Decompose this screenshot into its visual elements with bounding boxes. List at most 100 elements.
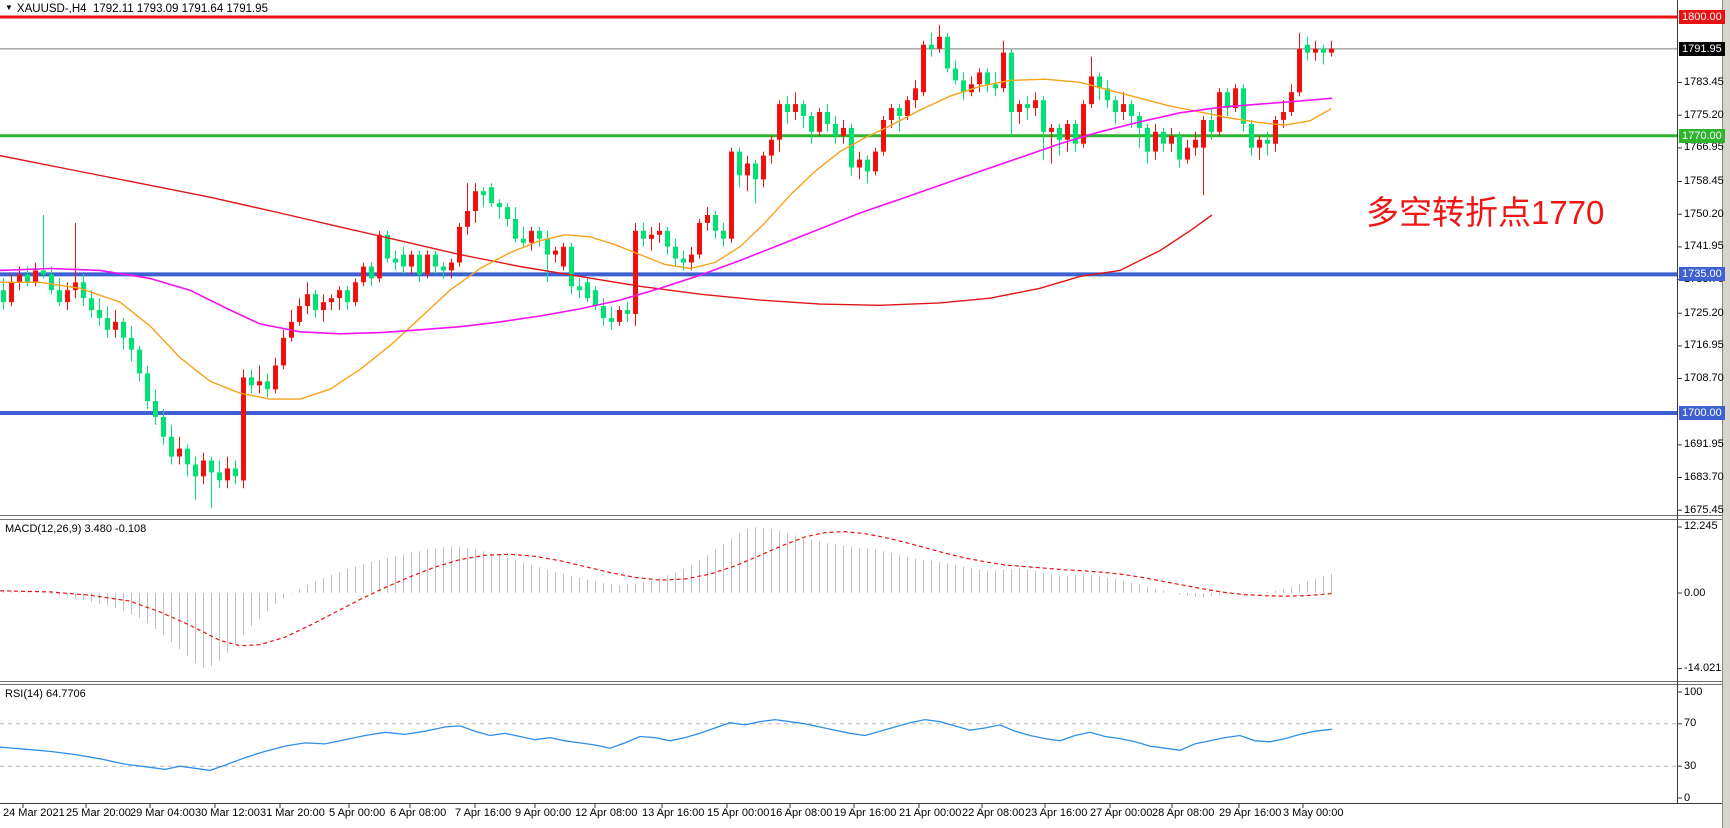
macd-rsi-separator[interactable] [0, 681, 1722, 682]
candle-body [385, 234, 390, 259]
candle-body [577, 286, 582, 291]
candle-body [193, 464, 198, 477]
date-label: 29 Apr 16:00 [1219, 807, 1282, 819]
candle-body [401, 254, 406, 267]
price-axis-label: 1766.95 [1684, 141, 1724, 154]
candle-body [321, 302, 326, 310]
price-axis-label: 1716.95 [1684, 339, 1724, 352]
candle-body [1233, 88, 1238, 109]
main-macd-separator[interactable] [0, 515, 1722, 516]
price-axis-label: 1708.70 [1684, 372, 1724, 385]
candle-body [481, 191, 486, 196]
candle-body [225, 468, 230, 481]
candle-body [753, 163, 758, 180]
candle-body [1297, 48, 1302, 93]
candle-body [561, 246, 566, 267]
candle-body [985, 72, 990, 85]
candle-body [617, 310, 622, 322]
candle-body [297, 306, 302, 322]
candle-body [25, 274, 30, 283]
price-badge-1791.95: 1791.95 [1679, 41, 1725, 56]
candle-body [865, 159, 870, 172]
candle-body [161, 417, 166, 437]
candle-body [849, 127, 854, 168]
ohlc-values: 1792.11 1793.09 1791.64 1791.95 [92, 3, 268, 15]
candle-body [201, 460, 206, 477]
candle-body [1001, 52, 1006, 89]
candle-body [521, 238, 526, 243]
price-axis-label: 1691.95 [1684, 438, 1724, 451]
candle-body [449, 262, 454, 271]
candle-body [129, 337, 134, 350]
candle-body [57, 290, 62, 303]
price-axis-label: 1675.45 [1684, 503, 1724, 516]
candle-body [897, 108, 902, 116]
candle-body [657, 230, 662, 235]
candle-body [393, 258, 398, 263]
candle-body [1041, 100, 1046, 132]
candle-body [1145, 127, 1150, 152]
candle-body [1193, 139, 1198, 148]
candle-body [337, 290, 342, 299]
macd-axis-label: -14.021 [1684, 662, 1722, 675]
candle-body [1177, 135, 1182, 160]
symbol-timeframe-label: XAUUSD-,H4 [16, 3, 87, 15]
candle-body [769, 139, 774, 156]
rsi-axis-label: 0 [1684, 791, 1691, 804]
candle-body [929, 44, 934, 49]
candle-body [841, 127, 846, 136]
macd-label: MACD(12,26,9) 3.480 -0.108 [5, 523, 147, 535]
candle-body [409, 254, 414, 267]
candle-body [1073, 123, 1078, 144]
candle-body [1265, 139, 1270, 144]
chart-menu-arrow-icon[interactable]: ▼ [5, 3, 13, 12]
candle-body [905, 100, 910, 116]
date-label: 29 Mar 04:00 [130, 807, 195, 819]
candle-body [1153, 131, 1158, 152]
date-label: 24 Mar 2021 [3, 807, 65, 819]
candle-body [569, 246, 574, 287]
candle-body [537, 230, 542, 239]
candle-body [433, 254, 438, 267]
price-axis-label: 1783.45 [1684, 76, 1724, 89]
candle-body [137, 349, 142, 374]
candle-body [881, 120, 886, 152]
price-badge-1735.00: 1735.00 [1679, 267, 1725, 282]
candle-body [97, 310, 102, 318]
candle-body [1161, 131, 1166, 144]
candle-body [665, 230, 670, 247]
date-label: 5 Apr 00:00 [329, 807, 386, 819]
candle-body [585, 282, 590, 299]
candle-body [153, 401, 158, 417]
candle-body [737, 151, 742, 176]
candle-body [697, 222, 702, 255]
macd-axis-label: 0.00 [1684, 586, 1706, 599]
candle-body [257, 381, 262, 386]
candle-body [529, 230, 534, 243]
candle-body [249, 377, 254, 386]
candle-body [177, 448, 182, 457]
rsi-line [0, 718, 1333, 772]
candle-body [145, 373, 150, 402]
candle-body [1025, 104, 1030, 109]
date-label: 9 Apr 00:00 [515, 807, 572, 819]
candle-body [9, 282, 14, 303]
date-label: 13 Apr 16:00 [642, 807, 705, 819]
ma-line-magenta [0, 97, 1333, 335]
candle-body [209, 460, 214, 473]
candle-body [545, 238, 550, 255]
date-label: 15 Apr 00:00 [707, 807, 770, 819]
candle-body [729, 151, 734, 239]
macd-axis-label: 12.245 [1684, 520, 1718, 533]
candle-body [945, 36, 950, 69]
candle-body [273, 365, 278, 390]
price-badge-1770.00: 1770.00 [1679, 128, 1725, 143]
candle-body [889, 108, 894, 120]
candle-body [857, 159, 862, 168]
candle-body [1113, 100, 1118, 113]
candle-body [1313, 48, 1318, 53]
rsi-axis-label: 70 [1684, 717, 1697, 730]
candle-body [329, 298, 334, 303]
candle-body [217, 472, 222, 481]
